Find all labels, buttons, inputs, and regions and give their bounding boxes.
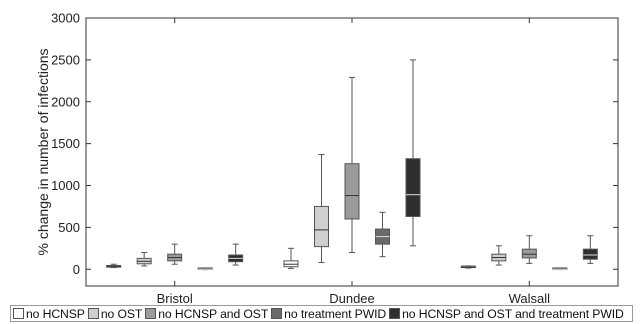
legend-swatch <box>145 308 157 319</box>
y-axis-label: % change in number of infections <box>35 48 51 255</box>
box-no-hcnsp-and-ost-walsall <box>521 235 537 264</box>
y-tick-label: 2000 <box>51 94 80 109</box>
box-no-treatment-pwid-bristol <box>197 267 213 271</box>
legend-label: no HCNSP <box>26 306 85 321</box>
legend-swatch <box>87 308 99 319</box>
y-tick-label: 1500 <box>51 136 80 151</box>
legend-item: no HCNSP <box>13 307 85 321</box>
box-no-ost-walsall <box>491 245 507 266</box>
box-no-ost-dundee <box>314 154 329 264</box>
box-iqr <box>344 163 360 220</box>
box-no-hcnsp-and-ost-and-treatment-pwid-walsall <box>582 235 598 264</box>
y-tick-label: 3000 <box>51 11 80 26</box>
box-no-hcnsp-and-ost-and-treatment-pwid-bristol <box>228 243 244 266</box>
x-axis-ticks: Bristol Dundee Walsall <box>157 18 551 305</box>
box-plot-marks <box>106 59 598 271</box>
y-tick-label: 500 <box>58 220 80 235</box>
legend-label: no HCNSP and OST and treatment PWID <box>402 306 624 321</box>
legend-swatch <box>389 308 401 319</box>
box-no-ost-bristol <box>136 252 152 267</box>
box-no-hcnsp-and-ost-dundee <box>344 76 360 253</box>
x-tick-label: Bristol <box>157 291 193 305</box>
legend-item: no HCNSP and OST <box>145 307 268 321</box>
x-tick-label: Walsall <box>509 291 551 305</box>
boxplot-chart: 0 500 1000 1500 2000 2500 3000 Bristol Dundee Wa… <box>35 11 619 305</box>
legend-swatch <box>271 308 283 319</box>
box-no-hcnsp-bristol <box>106 263 122 269</box>
box-no-hcnsp-and-ost-bristol <box>167 243 183 265</box>
box-iqr <box>582 248 598 260</box>
box-no-hcnsp-walsall <box>460 265 476 269</box>
y-tick-label: 1000 <box>51 178 80 193</box>
box-no-treatment-pwid-dundee <box>375 211 390 258</box>
box-no-treatment-pwid-walsall <box>552 267 568 271</box>
legend-label: no treatment PWID <box>284 306 387 321</box>
chart-legend: no HCNSP no OST no HCNSP and OST no treatme… <box>10 305 633 322</box>
box-iqr <box>314 205 329 248</box>
x-tick-label: Dundee <box>329 291 375 305</box>
legend-swatch <box>13 308 24 319</box>
box-iqr <box>521 248 537 259</box>
box-no-hcnsp-dundee <box>283 247 299 269</box>
legend-item: no OST <box>87 306 143 321</box>
legend-item: no HCNSP and OST and treatment PWID <box>389 307 624 321</box>
y-axis-ticks: 0 500 1000 1500 2000 2500 3000 <box>51 11 618 277</box>
box-no-hcnsp-and-ost-and-treatment-pwid-dundee <box>405 59 421 247</box>
y-tick-label: 0 <box>73 262 80 277</box>
legend-label: no HCNSP and OST <box>158 306 269 321</box>
y-tick-label: 2500 <box>51 52 80 67</box>
legend-label: no OST <box>100 306 143 321</box>
legend-item: no treatment PWID <box>271 307 386 321</box>
box-iqr <box>405 158 421 217</box>
